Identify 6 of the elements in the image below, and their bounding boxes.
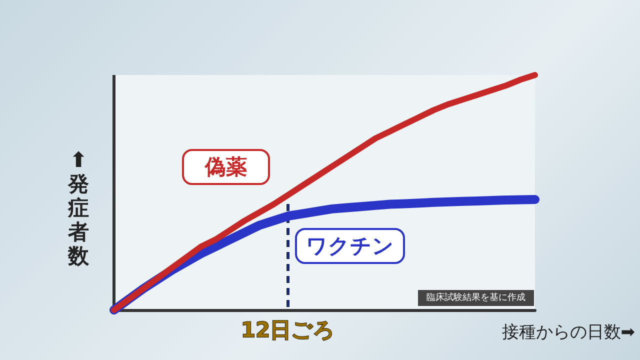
series-label: 偽薬 <box>204 155 247 179</box>
x-axis-title: 接種からの日数➡ <box>502 322 635 342</box>
annotation: 臨床試験結果を基に作成 <box>426 292 526 303</box>
text: 12日ごろ <box>240 318 336 342</box>
y-axis-title: ⬆発症者数 <box>67 148 90 268</box>
series-label: ワクチン <box>306 234 394 258</box>
